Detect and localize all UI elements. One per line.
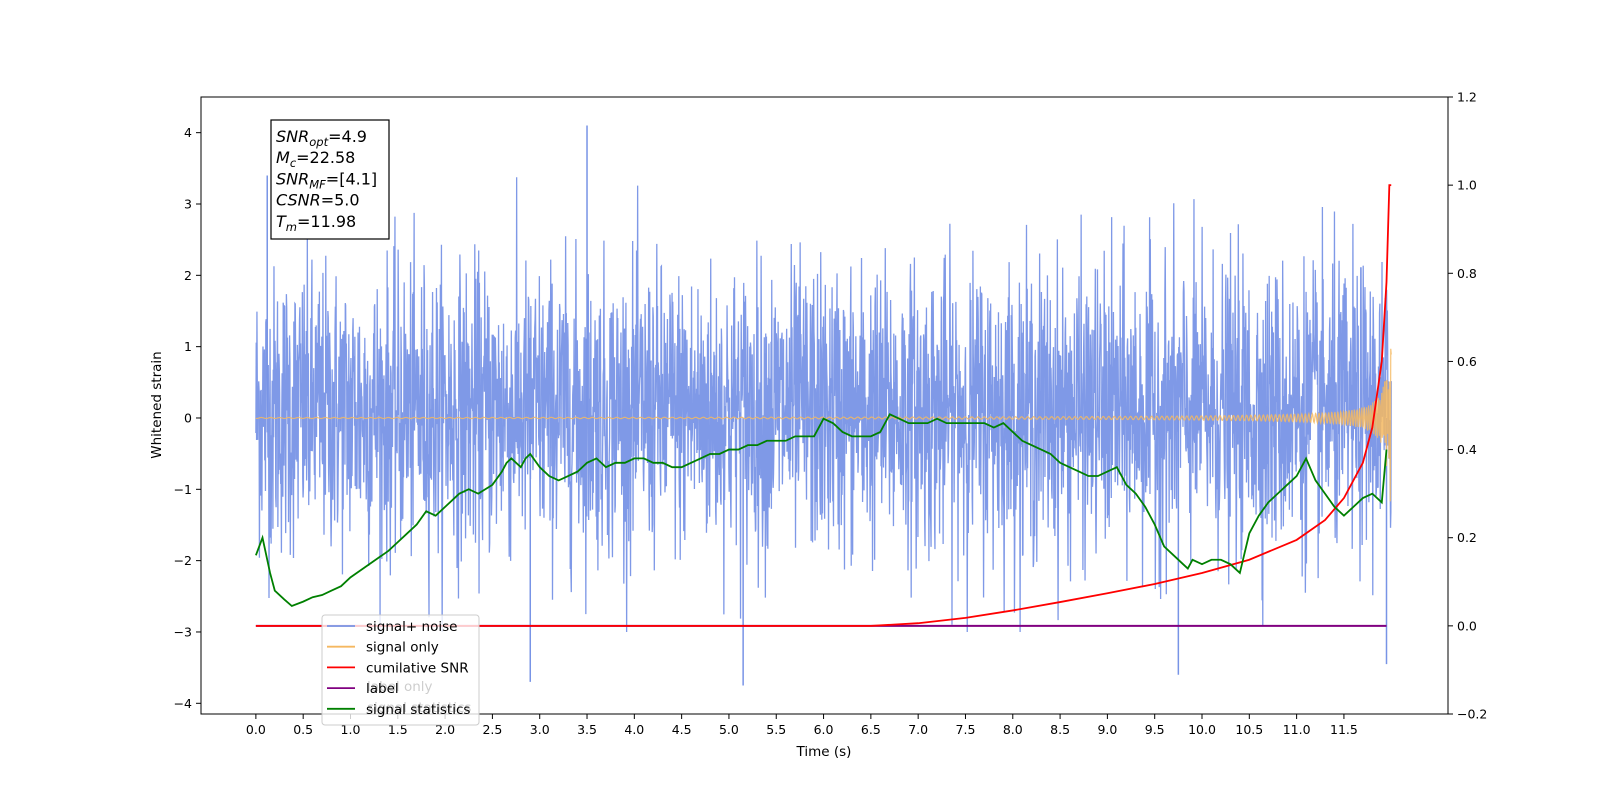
legend-frame xyxy=(321,614,480,726)
annotation-symbol: T xyxy=(276,212,287,231)
x-tick-label: 5.5 xyxy=(766,722,786,737)
x-tick-label: 7.5 xyxy=(956,722,976,737)
annotation-box: SNRopt=4.9Mc=22.58SNRMF=[4.1]CSNR=5.0Tm=… xyxy=(270,119,390,240)
x-tick-label: 2.5 xyxy=(482,722,502,737)
annotation-value: =[4.1] xyxy=(326,169,377,188)
plot-frame xyxy=(200,96,1449,715)
x-tick-label: 0.0 xyxy=(246,722,266,737)
annotation-value: =11.98 xyxy=(297,212,356,231)
y2-tick-label: 1.2 xyxy=(1457,90,1477,105)
x-tick-label: 10.0 xyxy=(1188,722,1216,737)
legend: label onlysignal statisticssignal+ noise… xyxy=(321,614,480,726)
annotation-frame xyxy=(270,119,390,240)
y2-tick-label: 0.4 xyxy=(1457,442,1477,457)
series-signal-only-line xyxy=(255,348,1392,502)
x-tick-label: 10.5 xyxy=(1235,722,1263,737)
series-cumulative-snr-line xyxy=(255,184,1392,627)
y-tick-label: 0 xyxy=(184,410,192,425)
x-tick-label: 9.0 xyxy=(1097,722,1117,737)
annotation-symbol: SNR xyxy=(276,127,309,146)
x-tick-label: 4.0 xyxy=(624,722,644,737)
y-tick-label: −4 xyxy=(174,696,192,711)
annotation-line: SNRopt=4.9 xyxy=(276,127,367,149)
y-axis-left: 4 3 2 1 0 −1 −2 −3 −4 xyxy=(174,125,201,711)
x-tick-label: 11.5 xyxy=(1330,722,1358,737)
series-signal-statistics-line xyxy=(255,413,1388,608)
legend-label: label xyxy=(366,681,399,697)
annotation-subscript: opt xyxy=(309,135,328,149)
x-tick-label: 6.5 xyxy=(861,722,881,737)
annotation-value: =22.58 xyxy=(296,148,355,167)
annotation-subscript: c xyxy=(290,156,297,170)
y-axis-right: 1.2 1.0 0.8 0.6 0.4 0.2 0.0 −0.2 xyxy=(1448,90,1487,722)
annotation-line: Mc=22.58 xyxy=(276,148,355,170)
annotation-symbol: SNR xyxy=(276,169,309,188)
legend-label: cumilative SNR xyxy=(366,660,469,676)
annotation-subscript: MF xyxy=(309,177,326,191)
x-tick-label: 2.0 xyxy=(435,722,455,737)
x-tick-label: 3.0 xyxy=(530,722,550,737)
y2-tick-label: 0.2 xyxy=(1457,530,1477,545)
y-tick-label: 3 xyxy=(184,196,192,211)
x-tick-label: 5.0 xyxy=(719,722,739,737)
annotation-subscript: m xyxy=(286,220,297,234)
x-tick-label: 3.5 xyxy=(577,722,597,737)
legend-label: signal only xyxy=(366,640,439,656)
y-tick-label: 4 xyxy=(184,125,192,140)
x-axis-label: Time (s) xyxy=(796,744,852,760)
y-axis-label: Whitened strain xyxy=(149,351,165,458)
y-tick-label: 1 xyxy=(184,339,192,354)
x-tick-label: 1.0 xyxy=(341,722,361,737)
annotation-value: =4.9 xyxy=(328,127,367,146)
series-signal-noise-line xyxy=(255,177,1392,632)
x-tick-label: 11.0 xyxy=(1283,722,1311,737)
annotation-line: SNRMF=[4.1] xyxy=(276,169,377,191)
y-tick-label: 2 xyxy=(184,268,192,283)
annotation-value: =5.0 xyxy=(321,191,360,210)
annotation-line: CSNR=5.0 xyxy=(276,191,360,210)
y-tick-label: −2 xyxy=(174,553,192,568)
y2-tick-label: 0.6 xyxy=(1457,354,1477,369)
y2-tick-label: 0.0 xyxy=(1457,618,1477,633)
y2-tick-label: −0.2 xyxy=(1457,707,1487,722)
x-tick-label: 4.5 xyxy=(672,722,692,737)
annotation-symbol: CSNR xyxy=(276,191,321,210)
x-tick-label: 8.0 xyxy=(1003,722,1023,737)
annotation-symbol: M xyxy=(276,148,290,167)
x-tick-label: 7.0 xyxy=(908,722,928,737)
annotation-line: Tm=11.98 xyxy=(276,212,356,234)
legend-label: signal statistics xyxy=(366,702,470,718)
x-tick-label: 1.5 xyxy=(388,722,408,737)
x-tick-label: 0.5 xyxy=(293,722,313,737)
x-tick-label: 8.5 xyxy=(1050,722,1070,737)
y-tick-label: −1 xyxy=(174,482,192,497)
x-tick-label: 6.0 xyxy=(814,722,834,737)
y2-tick-label: 1.0 xyxy=(1457,178,1477,193)
x-tick-label: 9.5 xyxy=(1145,722,1165,737)
legend-label: signal+ noise xyxy=(366,619,457,635)
y2-tick-label: 0.8 xyxy=(1457,266,1477,281)
y-tick-label: −3 xyxy=(174,624,192,639)
x-axis: 0.0 0.5 1.0 1.5 2.0 2.5 3.0 3.5 4.0 4.5 5.0 5.5 6.0 6… xyxy=(246,714,1358,737)
